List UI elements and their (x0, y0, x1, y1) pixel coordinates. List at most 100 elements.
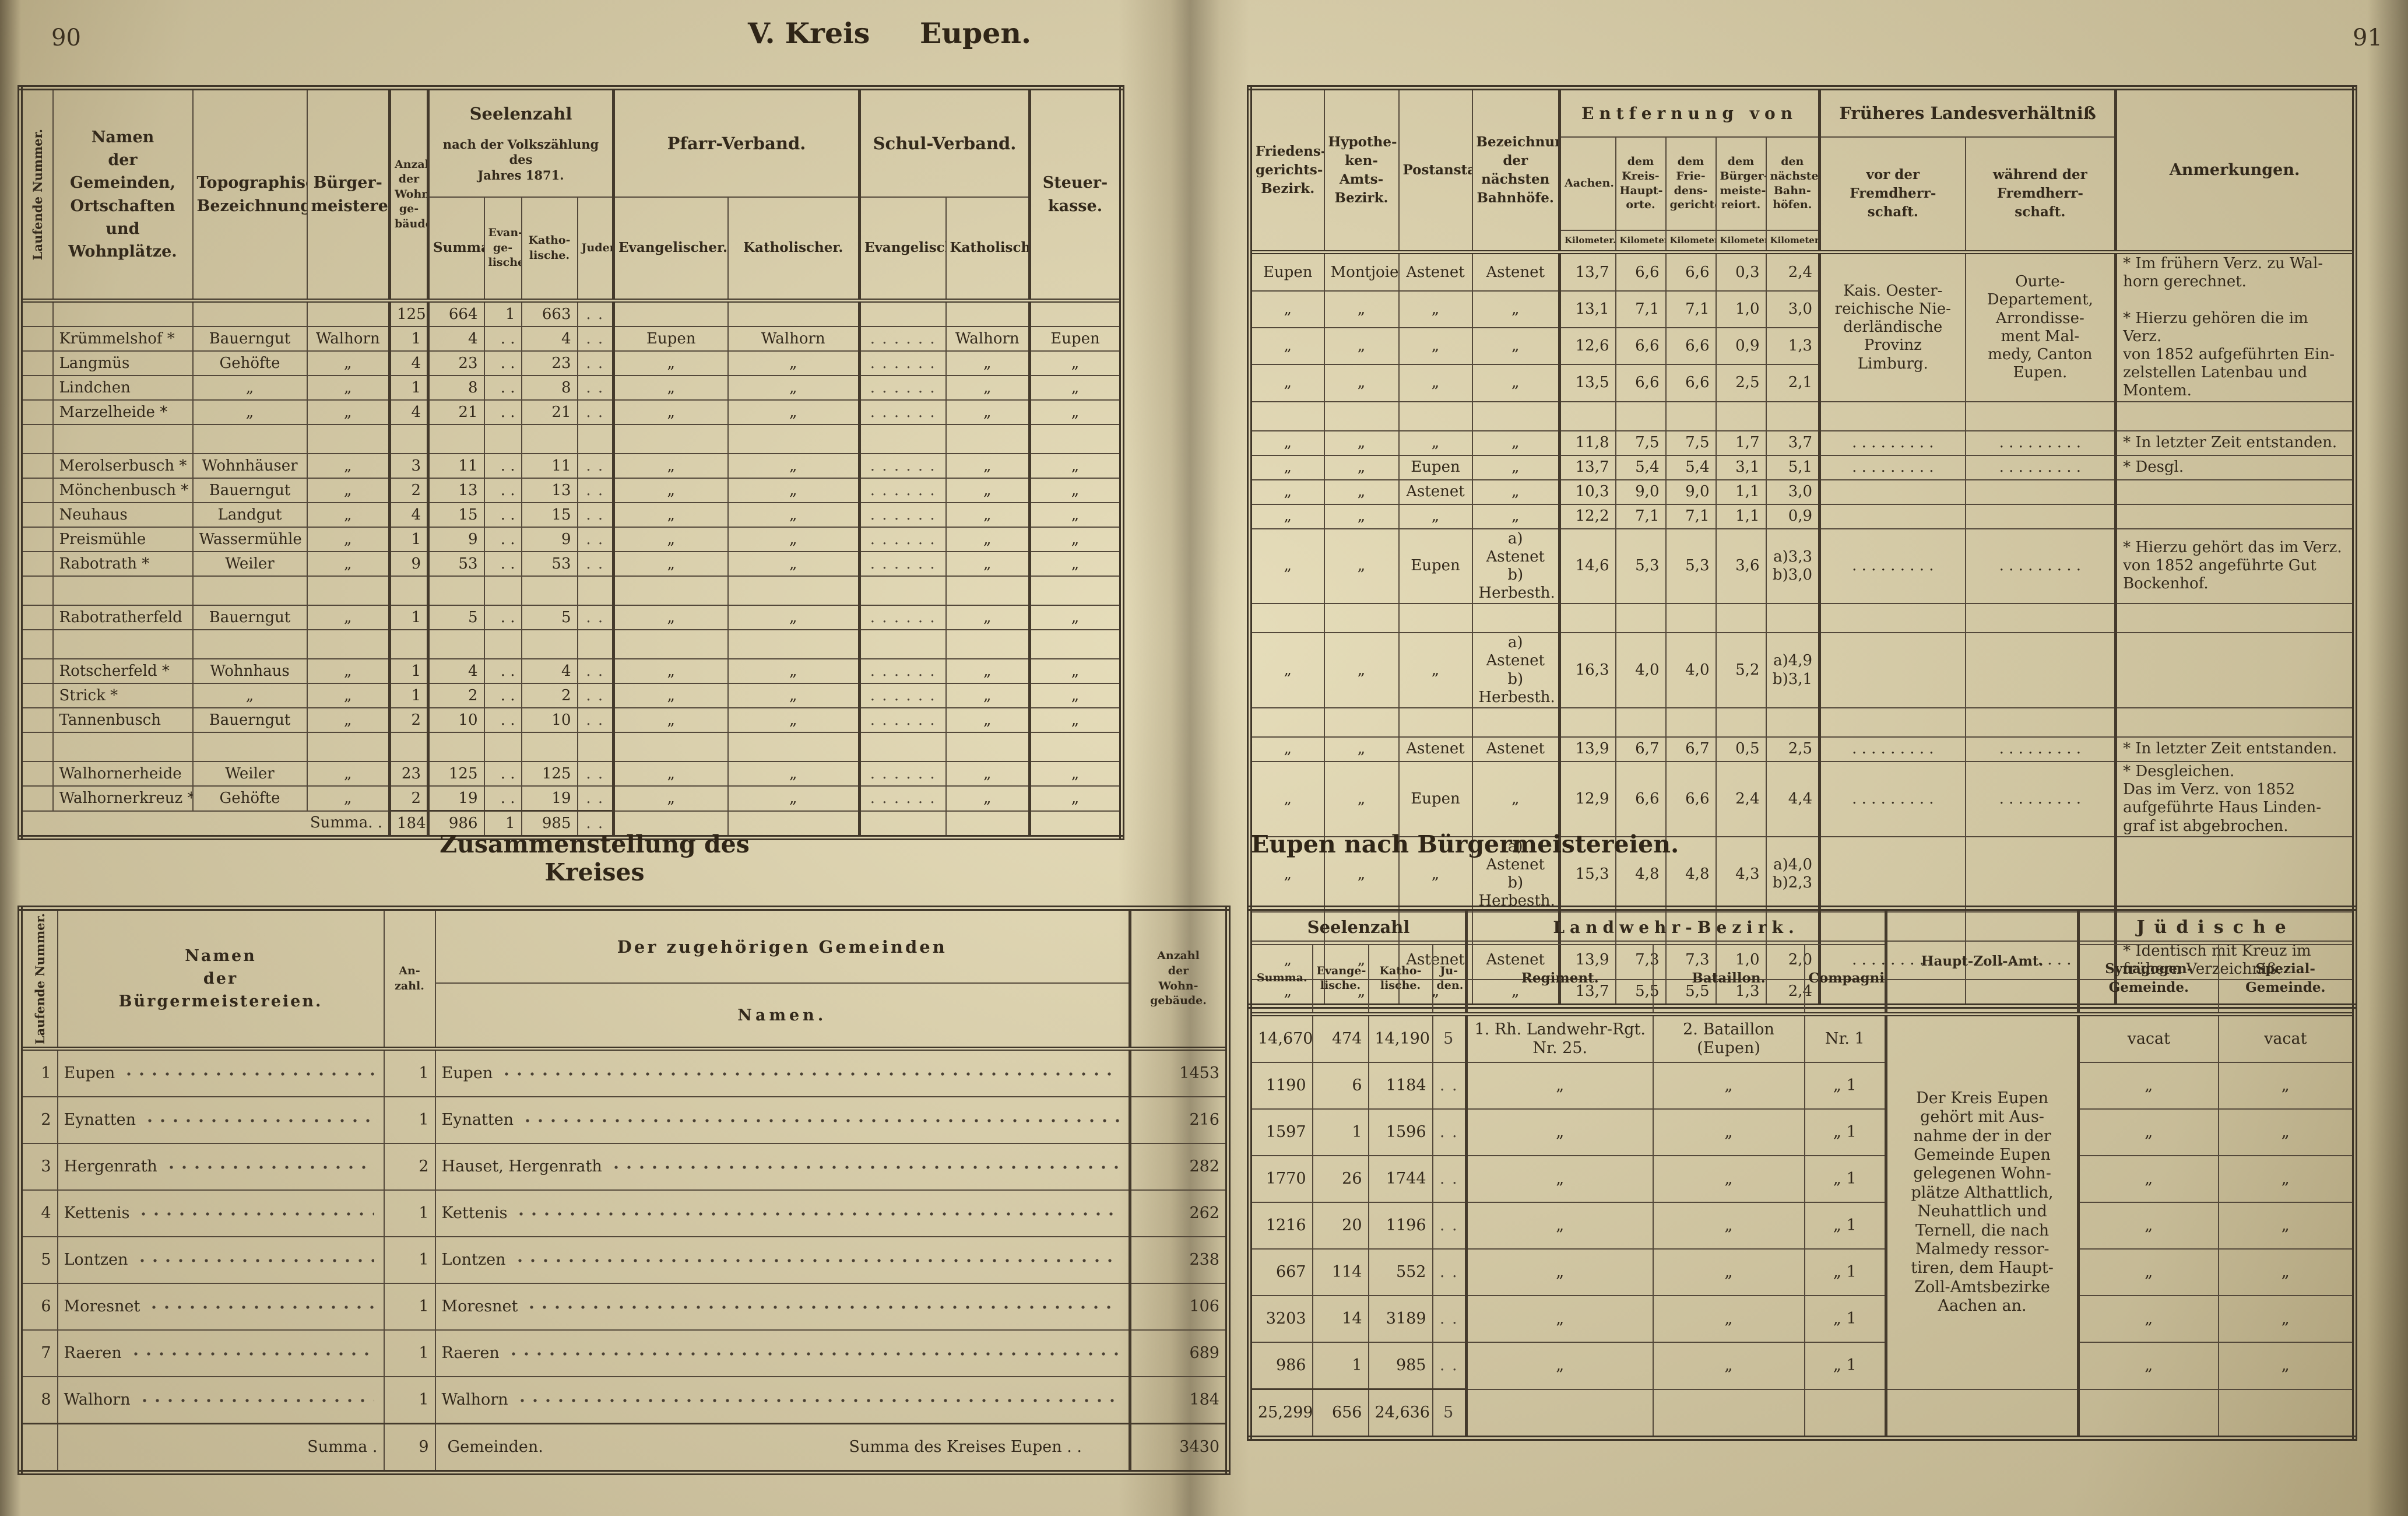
cell-spezial-gemeinde: „ (2217, 1155, 2356, 1203)
cell-gemeinden-namen-wrap: Walhorn (442, 1391, 1123, 1409)
spacer-cell (1398, 603, 1473, 634)
cell-juden: . . (1432, 1155, 1467, 1203)
table-row: „ „ „ „ 11,8 7,5 7,5 1,7 3,7. . . . . . . . .. .… (1249, 430, 2356, 456)
cell-compagnie: „ 1 (1804, 1155, 1887, 1203)
cell-geb: 23 (388, 761, 429, 787)
cell-sum: 11 (427, 453, 485, 479)
cell-n: 4,4 (1765, 761, 1820, 837)
cell-bgm: „ (306, 502, 391, 528)
group-header-entfernung-von: Entfernung von (1558, 87, 1820, 138)
cell-gemeinden-namen: Eynatten (434, 1096, 1131, 1145)
cell-buergermeisterei-name-wrap: Moresnet (64, 1297, 378, 1316)
spacer-cell (1558, 401, 1616, 431)
cell-pfk: „ (727, 350, 860, 377)
cell-sum: 4 (427, 658, 485, 685)
cell-st: „ (1028, 551, 1123, 577)
cell-spezial-gemeinde: „ (2217, 1108, 2356, 1156)
table-row: „ „ Eupen „ 12,9 6,6 6,6 2,4 4,4. . . . . . . . … (1249, 761, 2356, 837)
cell-f: 6,6 (1665, 250, 1717, 292)
spacer-cell (306, 575, 391, 606)
cell-vor-fremdherrschaft: . . . . . . . . . (1818, 454, 1966, 480)
summa-empty (612, 810, 729, 838)
cell-buergermeisterei-name: Walhorn (57, 1376, 385, 1424)
right-main-table: Friedens- gerichts- Bezirk. Hypothe- ken… (1247, 85, 2358, 1009)
cell-geb: 4 (388, 502, 429, 528)
col-header-pfarr-evangelischer: Evangelischer. (612, 196, 729, 301)
col-header-friedensgerichts-bezirk: Friedens- gerichts- Bezirk. (1249, 87, 1325, 253)
cell-pfk: „ (727, 551, 860, 577)
cell-ev: . . (483, 605, 522, 631)
cell-b: 1,1 (1715, 479, 1767, 505)
cell-summa: 1770 (1249, 1155, 1313, 1203)
spacer-cell (1028, 732, 1123, 763)
cell-f: 9,0 (1665, 479, 1717, 505)
cell-gemeinden-namen-wrap: Lontzen (442, 1251, 1123, 1269)
cell-f: 6,6 (1665, 364, 1717, 402)
cell-wohngebaeude: 184 (1129, 1376, 1229, 1424)
col-header-laufende-nummer-label: Laufende Nummer. (30, 128, 45, 261)
cell-topo: Landgut (192, 502, 308, 528)
summa-gemeinden-wrap: Gemeinden. Summa des Kreises Eupen . . (442, 1438, 1123, 1457)
group-header-seelenzahl: Seelenzahl (1249, 907, 1467, 945)
col-header-summa: Summa. (427, 196, 485, 301)
cell-regiment: „ (1465, 1248, 1654, 1296)
cell-buergermeisterei-name-text: Eynatten (64, 1111, 136, 1129)
cell-sum: 19 (427, 785, 485, 812)
cell-f: 7,1 (1665, 290, 1717, 329)
cell-summa: 1597 (1249, 1108, 1313, 1156)
cell-bgm: „ (306, 658, 391, 685)
cell-nr: 6 (19, 1283, 58, 1331)
cell-evangelische: 26 (1312, 1155, 1369, 1203)
cell-name: Tannenbusch (52, 707, 194, 734)
cell-geb: 1 (388, 527, 429, 553)
table-row: Merolserbusch * Wohnhäuser „ 3 11. . 11. . „ „.… (19, 453, 1123, 479)
spacer-cell (1471, 401, 1560, 431)
spacer-cell (612, 732, 729, 763)
dot-leader (124, 1068, 374, 1079)
cell-f: 4,8 (1665, 836, 1717, 913)
cell-katholische: 552 (1368, 1248, 1433, 1296)
cell-waehrend-fremdherrschaft (1964, 836, 2117, 913)
cell-bh: a) Astenet b) Herbesth. (1471, 632, 1560, 708)
cell-name: Rotscherfeld * (52, 658, 194, 685)
cell-k: 6,6 (1615, 364, 1667, 402)
cell-b: 0,5 (1715, 736, 1767, 762)
table-row: „ „ „ „ 13,1 7,1 7,1 1,0 3,0 (1249, 290, 2355, 329)
cell-fg: „ (1249, 290, 1325, 329)
dot-leader (131, 1347, 374, 1359)
cell-bataillon: „ (1652, 1108, 1805, 1156)
cell-ev: 1 (483, 299, 522, 328)
spacer-cell (1818, 401, 1966, 431)
spacer-cell (306, 732, 391, 763)
cell-katholische: 985 (1368, 1342, 1433, 1390)
spacer-cell (1665, 707, 1717, 738)
summa-wohngebaeude: 184 (388, 810, 429, 838)
summa-seelenzahl: 986 (427, 810, 485, 838)
cell-waehrend-fremdherrschaft: . . . . . . . . . (1964, 528, 2117, 605)
spacer-cell (192, 732, 308, 763)
cell-sche: . . . . . . (858, 785, 947, 812)
cell-f: 6,6 (1665, 327, 1717, 366)
spacer-cell (858, 629, 947, 660)
cell-anmerkung: * Hierzu gehört das im Verz. von 1852 an… (2114, 528, 2356, 605)
cell-name: Preismühle (52, 527, 194, 553)
cell-geb: 3 (388, 453, 429, 479)
cell-anmerkung: * In letzter Zeit entstanden. (2114, 736, 2356, 762)
table-row: Walhornerheide Weiler „ 23 125. . 125. . „ „. .… (19, 761, 1123, 787)
dot-leader (502, 1068, 1119, 1079)
cell-anmerkung: * Desgl. (2114, 454, 2356, 480)
spacer-cell (306, 424, 391, 455)
spacer-cell (2114, 603, 2356, 634)
cell-bataillon: „ (1652, 1155, 1805, 1203)
cell-pfe: „ (612, 527, 729, 553)
dot-leader (515, 1254, 1119, 1265)
cell-summa: 3203 (1249, 1295, 1313, 1343)
unit-header-kilometer: Kilometer. (1715, 229, 1767, 253)
col-header-steuerkasse: Steuer- kasse. (1028, 87, 1123, 301)
cell-k: 5,4 (1615, 454, 1667, 480)
cell-bgm: „ (306, 478, 391, 504)
table-row: Marzelheide * „ „ 4 21. . 21. . „ „. . . . . . „… (19, 399, 1123, 426)
table-row (19, 732, 1123, 763)
cell-hy: „ (1323, 327, 1400, 366)
cell-pfe: „ (612, 605, 729, 631)
